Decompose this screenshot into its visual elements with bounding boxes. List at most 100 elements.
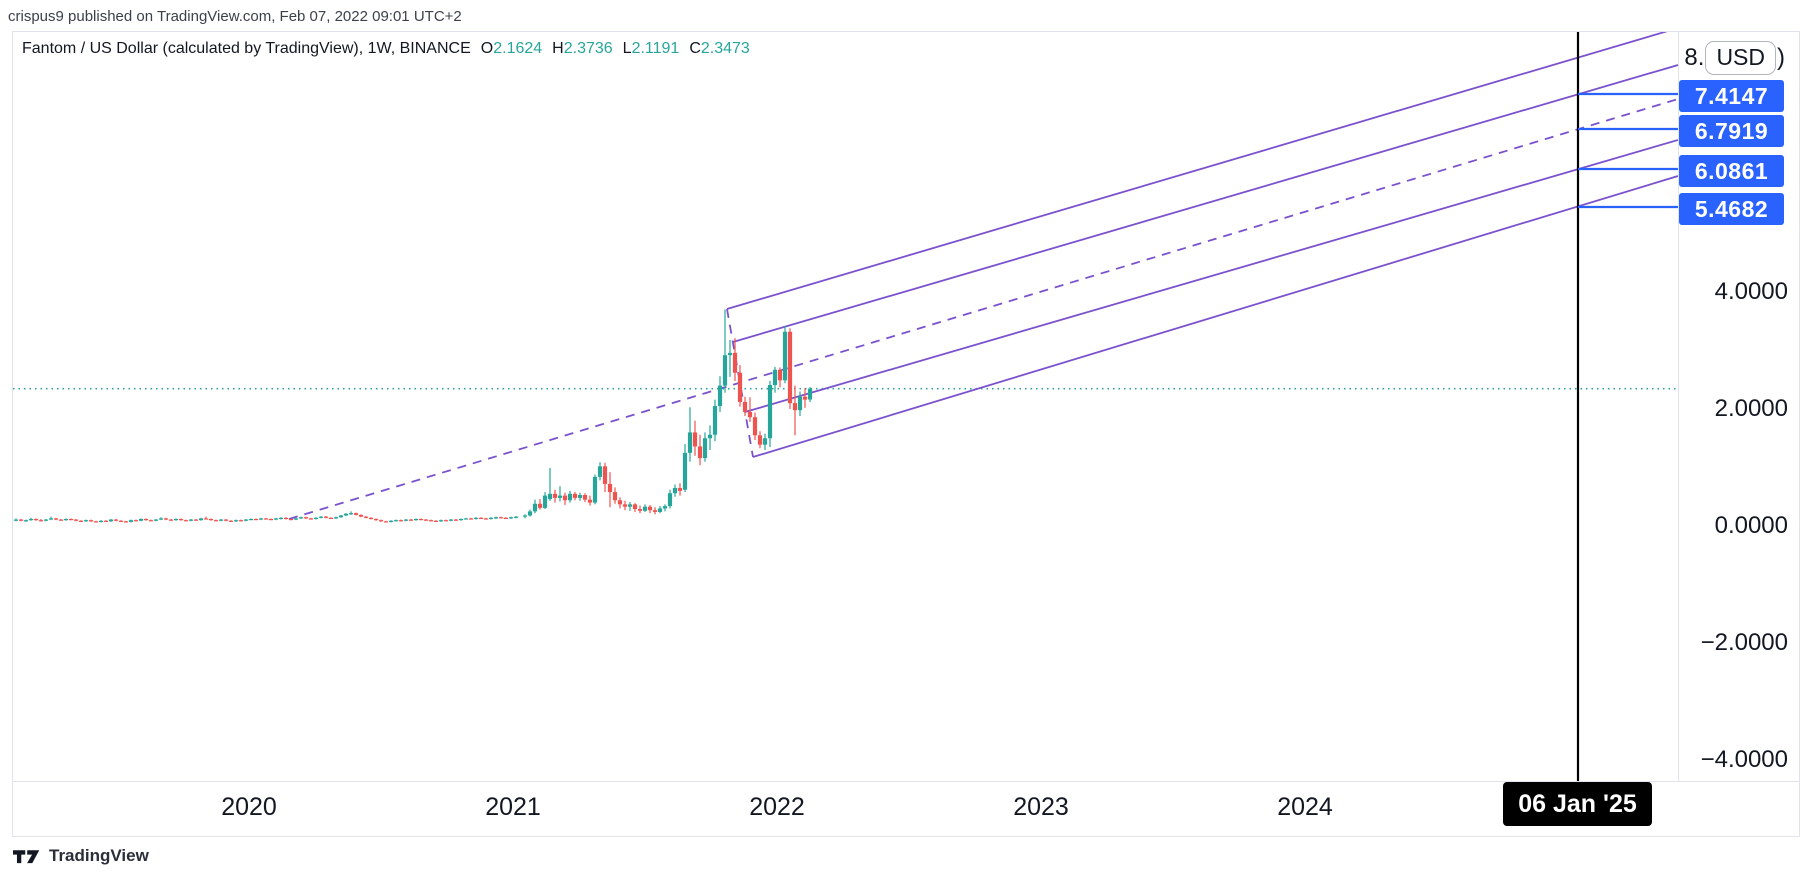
candle-body: [273, 518, 279, 520]
candle-body: [527, 511, 533, 516]
candle-body: [403, 519, 409, 521]
candle-body: [248, 518, 254, 521]
legend-high: H2.3736: [552, 40, 613, 57]
price-tick-label: −2.0000: [1700, 629, 1788, 656]
candle-body: [148, 520, 154, 522]
candle-body: [622, 504, 628, 507]
time-axis[interactable]: 2020 2021 2022 2023 2024: [13, 782, 1799, 836]
candle-body: [757, 435, 763, 445]
candle-body: [368, 517, 374, 520]
legend-open: O2.1624: [480, 40, 543, 57]
candle-body: [223, 519, 229, 521]
candle-body: [667, 493, 673, 507]
candle-body: [243, 519, 249, 521]
candle-body: [183, 520, 189, 522]
candle-body: [188, 519, 194, 521]
candle-body: [562, 495, 568, 501]
candle-body: [612, 492, 618, 501]
candle-body: [702, 438, 708, 459]
candle-body: [468, 518, 474, 520]
candle-body: [802, 396, 808, 400]
attribution-text: crispus9 published on TradingView.com, F…: [8, 8, 462, 25]
candle-body: [393, 520, 399, 522]
candle-body: [488, 517, 494, 520]
candle-body: [218, 519, 224, 521]
candle-body: [597, 466, 603, 477]
candle-body: [542, 495, 548, 508]
candle-body: [787, 331, 793, 404]
year-tick-label: 2024: [1277, 793, 1333, 821]
candle-body: [637, 509, 643, 511]
chart-top-border: [12, 31, 1800, 32]
candle-body: [647, 506, 653, 511]
candle-body: [18, 519, 24, 521]
price-axis[interactable]: 8. USD) 4.0000 2.0000 0.0000 −2.0000 −4.0000: [1679, 31, 1799, 781]
candle-body: [253, 518, 259, 521]
price-callout-label: 7.4147: [1679, 80, 1784, 112]
candle-body: [537, 503, 543, 508]
candle-body: [413, 518, 419, 521]
candle-body: [78, 520, 84, 522]
candle-body: [163, 518, 169, 520]
candle-body: [807, 388, 813, 400]
candle-body: [123, 521, 129, 523]
candle-body: [43, 519, 49, 521]
symbol-legend[interactable]: Fantom / US Dollar (calculated by Tradin…: [22, 40, 750, 58]
channel-line: [744, 139, 1678, 413]
currency-unit-button[interactable]: USD: [1705, 41, 1776, 75]
candle-body: [423, 519, 429, 521]
candle-body: [722, 355, 728, 386]
candle-body: [767, 385, 773, 439]
candle-body: [303, 517, 309, 519]
candle-body: [343, 513, 349, 516]
candle-body: [433, 520, 439, 522]
candle-body: [193, 519, 199, 521]
candle-body: [383, 521, 389, 523]
candle-body: [503, 517, 509, 520]
candle-body: [293, 518, 299, 520]
candle-body: [567, 493, 573, 501]
candle-body: [23, 520, 29, 522]
candle-body: [333, 517, 339, 519]
candle-body: [38, 520, 44, 522]
candle-body: [522, 515, 528, 517]
candle-body: [93, 521, 99, 523]
candle-body: [288, 518, 294, 521]
unit-price-suffix: ): [1777, 44, 1785, 71]
candle-body: [118, 520, 124, 522]
candle-body: [268, 518, 274, 521]
candle-body: [213, 520, 219, 522]
candle-body: [777, 369, 783, 381]
chart-left-border: [12, 31, 13, 836]
legend-low: L2.1191: [622, 40, 680, 57]
candle-body: [547, 493, 553, 500]
chart-right-border: [1799, 31, 1800, 836]
date-crosshair-label: 06 Jan '25: [1503, 782, 1652, 826]
candle-body: [168, 519, 174, 521]
candle-body: [113, 519, 119, 521]
candle-body: [513, 516, 519, 518]
candle-body: [557, 495, 563, 498]
candle-body: [203, 518, 209, 520]
candle-body: [617, 500, 623, 505]
candle-body: [73, 519, 79, 521]
candle-body: [473, 517, 479, 520]
candle-body: [692, 432, 698, 447]
candle-body: [418, 518, 424, 521]
candle-body: [707, 434, 713, 439]
candle-body: [732, 352, 738, 373]
candle-body: [483, 518, 489, 520]
candle-body: [582, 494, 588, 500]
candle-body: [627, 504, 633, 507]
candle-body: [438, 520, 444, 522]
tradingview-logo[interactable]: TradingView: [13, 846, 149, 866]
candles: [13, 309, 813, 523]
candle-body: [103, 520, 109, 522]
candle-body: [687, 432, 693, 453]
candle-body: [493, 517, 499, 519]
candle-body: [652, 510, 658, 512]
candle-body: [358, 514, 364, 517]
candle-body: [552, 493, 558, 498]
